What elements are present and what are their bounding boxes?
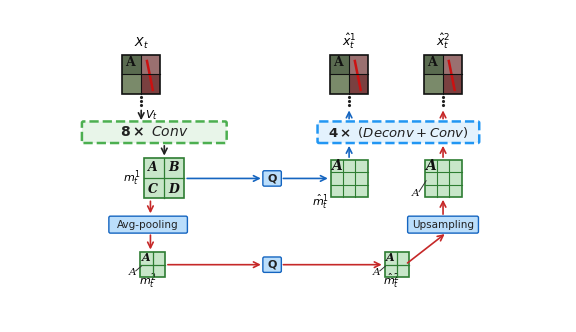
- Bar: [424, 74, 443, 94]
- Bar: [443, 55, 463, 74]
- FancyBboxPatch shape: [408, 216, 479, 233]
- Text: $m_t^2$: $m_t^2$: [139, 272, 156, 291]
- Text: D: D: [168, 183, 179, 196]
- Text: A: A: [427, 56, 437, 69]
- Text: Avg-pooling: Avg-pooling: [118, 220, 179, 230]
- Text: A: A: [149, 161, 158, 174]
- Text: $\hat{x}_t^2$: $\hat{x}_t^2$: [436, 31, 450, 50]
- Bar: [141, 74, 161, 94]
- Bar: [122, 55, 141, 74]
- Bar: [330, 74, 349, 94]
- Bar: [385, 252, 409, 277]
- FancyBboxPatch shape: [263, 257, 281, 272]
- Text: Upsampling: Upsampling: [412, 220, 474, 230]
- Text: $V_t$: $V_t$: [145, 109, 158, 122]
- Text: $X_t$: $X_t$: [134, 36, 149, 50]
- Text: A: A: [425, 159, 436, 173]
- Bar: [141, 252, 165, 277]
- Bar: [424, 55, 463, 94]
- FancyBboxPatch shape: [317, 122, 479, 143]
- Text: A: A: [142, 252, 150, 263]
- Bar: [331, 160, 367, 197]
- Text: C: C: [148, 183, 158, 196]
- Bar: [424, 55, 443, 74]
- Text: A: A: [373, 268, 381, 277]
- Text: B: B: [168, 161, 179, 174]
- FancyBboxPatch shape: [109, 216, 187, 233]
- Text: A: A: [333, 56, 342, 69]
- Bar: [349, 74, 368, 94]
- Bar: [122, 74, 141, 94]
- Text: $\mathbf{4 \times}$ $\mathit{(Deconv + Conv)}$: $\mathbf{4 \times}$ $\mathit{(Deconv + C…: [328, 125, 469, 140]
- Bar: [425, 160, 461, 197]
- Text: Q: Q: [267, 173, 277, 184]
- Text: A: A: [412, 189, 419, 198]
- Bar: [330, 55, 368, 94]
- Text: $\mathbf{8 \times}$ $\mathit{Conv}$: $\mathbf{8 \times}$ $\mathit{Conv}$: [120, 125, 188, 139]
- FancyBboxPatch shape: [263, 171, 281, 186]
- Text: $m_t^1$: $m_t^1$: [123, 169, 141, 188]
- Text: $\hat{x}_t^1$: $\hat{x}_t^1$: [342, 31, 357, 50]
- FancyBboxPatch shape: [82, 122, 227, 143]
- Text: A: A: [331, 159, 342, 173]
- Text: Q: Q: [267, 260, 277, 270]
- Text: A: A: [386, 252, 395, 263]
- Text: $\hat{m}_t^2$: $\hat{m}_t^2$: [383, 272, 400, 291]
- Bar: [330, 55, 349, 74]
- Bar: [349, 55, 368, 74]
- Text: A: A: [129, 268, 137, 277]
- Text: $\hat{m}_t^1$: $\hat{m}_t^1$: [312, 193, 329, 212]
- Text: A: A: [125, 56, 135, 69]
- Bar: [144, 158, 184, 199]
- Bar: [141, 55, 161, 74]
- Bar: [122, 55, 161, 94]
- Bar: [443, 74, 463, 94]
